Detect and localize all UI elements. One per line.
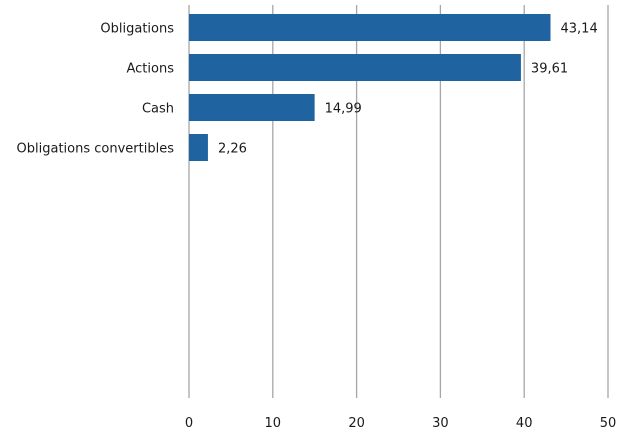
bar-2	[189, 94, 315, 121]
bar-3	[189, 134, 208, 161]
value-labels: 43,14 39,61 14,99 2,26	[218, 22, 598, 157]
value-label-3: 2,26	[218, 142, 247, 157]
value-label-1: 39,61	[531, 62, 568, 77]
category-label-2: Cash	[142, 102, 174, 117]
x-tick-label-30: 30	[432, 416, 449, 431]
value-label-2: 14,99	[325, 102, 362, 117]
category-label-1: Actions	[127, 62, 175, 77]
x-tick-label-10: 10	[265, 416, 282, 431]
category-label-0: Obligations	[100, 22, 174, 37]
bar-0	[189, 14, 551, 41]
x-axis-tick-labels: 0 10 20 30 40 50	[185, 416, 616, 431]
category-label-3: Obligations convertibles	[17, 142, 175, 157]
value-label-0: 43,14	[561, 22, 598, 37]
x-tick-label-50: 50	[600, 416, 617, 431]
x-tick-label-40: 40	[516, 416, 533, 431]
bar-1	[189, 54, 521, 81]
x-tick-label-20: 20	[348, 416, 365, 431]
category-labels: Obligations Actions Cash Obligations conver…	[17, 22, 175, 157]
x-tick-label-0: 0	[185, 416, 193, 431]
bars	[189, 14, 551, 161]
